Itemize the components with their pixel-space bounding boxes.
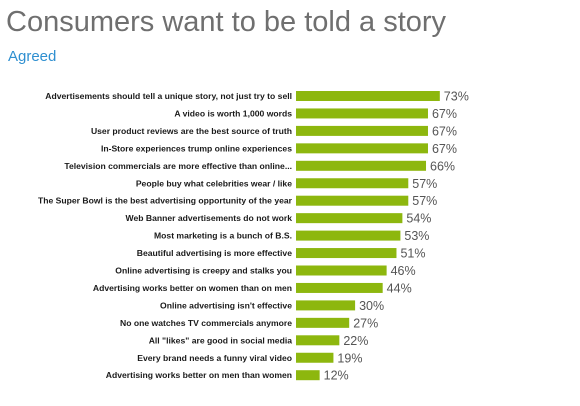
category-label: Advertising works better on men than wom… <box>106 370 292 380</box>
bar <box>296 125 428 136</box>
category-label: People buy what celebrities wear / like <box>136 178 292 188</box>
value-label: 12% <box>324 369 349 383</box>
bar <box>296 352 334 363</box>
value-label: 57% <box>412 194 437 208</box>
bar <box>296 317 350 328</box>
chart-subtitle: Agreed <box>8 48 57 65</box>
bar <box>296 248 397 259</box>
value-label: 67% <box>432 142 457 156</box>
category-label: Online advertising is creepy and stalks … <box>115 266 292 276</box>
value-label: 53% <box>404 229 429 243</box>
category-label: All "likes" are good in social media <box>149 335 293 345</box>
bar <box>296 282 383 293</box>
category-label: Television commercials are more effectiv… <box>64 161 292 171</box>
value-label: 67% <box>432 124 457 138</box>
bar <box>296 213 403 224</box>
category-label: No one watches TV commercials anymore <box>120 318 292 328</box>
chart-title: Consumers want to be told a story <box>6 6 447 38</box>
category-label: User product reviews are the best source… <box>91 126 292 136</box>
category-label: Beautiful advertising is more effective <box>137 248 292 258</box>
bar <box>296 108 428 119</box>
bar <box>296 230 401 241</box>
bar <box>296 335 340 346</box>
bar <box>296 91 440 101</box>
value-label: 66% <box>430 159 455 173</box>
value-label: 51% <box>400 247 425 261</box>
bar <box>296 178 409 189</box>
bar <box>296 195 409 206</box>
bar <box>296 160 427 171</box>
category-label: Web Banner advertisements do not work <box>126 213 293 223</box>
value-label: 27% <box>353 316 378 330</box>
category-label: Advertisements should tell a unique stor… <box>45 91 292 101</box>
value-label: 30% <box>359 299 384 313</box>
value-label: 19% <box>337 351 362 365</box>
bar <box>296 265 387 276</box>
bar <box>296 370 320 381</box>
value-label: 44% <box>387 281 412 295</box>
category-label: The Super Bowl is the best advertising o… <box>38 196 293 206</box>
category-label: Every brand needs a funny viral video <box>137 353 292 363</box>
value-label: 46% <box>391 264 416 278</box>
category-label: Most marketing is a bunch of B.S. <box>154 231 292 241</box>
value-label: 54% <box>406 212 431 226</box>
value-label: 57% <box>412 177 437 191</box>
category-label: A video is worth 1,000 words <box>174 108 292 118</box>
bar <box>296 143 428 154</box>
category-label: Online advertising isn't effective <box>160 300 292 310</box>
value-label: 22% <box>343 334 368 348</box>
category-label: In-Store experiences trump online experi… <box>101 143 292 153</box>
value-label: 67% <box>432 107 457 121</box>
category-label: Advertising works better on women than o… <box>93 283 292 293</box>
bar <box>296 300 356 311</box>
value-label: 73% <box>444 90 469 104</box>
